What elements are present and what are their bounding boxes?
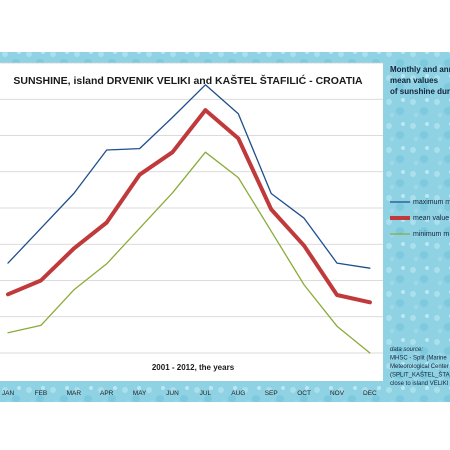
- series-group: [6, 84, 372, 354]
- data-source-note: data source: MHSC - Split (Marine Meteorol…: [390, 347, 450, 387]
- x-tick-label: JUL: [200, 390, 212, 397]
- side-heading-line: mean values: [390, 76, 439, 85]
- legend: maximum m mean value minimum m: [390, 199, 450, 238]
- legend-label: mean value: [413, 215, 449, 222]
- x-tick-label: SEP: [265, 390, 278, 397]
- side-heading-line: of sunshine durat: [390, 87, 450, 96]
- source-line: Meteorological Center: [390, 364, 449, 370]
- x-tick-label: AUG: [231, 390, 245, 397]
- x-tick-label: OCT: [297, 390, 311, 397]
- side-panel-heading: Monthly and ann mean values of sunshine du…: [390, 65, 450, 96]
- x-tick-label: MAY: [133, 390, 147, 397]
- x-axis-label: 2001 - 2012, the years: [152, 363, 235, 372]
- x-tick-label: DEC: [363, 390, 377, 397]
- series-line-1: [7, 84, 371, 269]
- x-tick-label: NOV: [330, 390, 345, 397]
- source-line: close to island VELIKI D: [390, 381, 450, 387]
- plot-panel: [0, 63, 383, 381]
- side-heading-line: Monthly and ann: [390, 65, 450, 74]
- x-tick-label: FEB: [35, 390, 48, 397]
- gridlines: [0, 62, 383, 354]
- x-tick-label: JUN: [166, 390, 179, 397]
- series-line-2: [6, 108, 372, 305]
- legend-label: maximum m: [413, 199, 450, 206]
- x-tick-label: MAR: [67, 390, 82, 397]
- source-line: (SPLIT_KAŠTEL_ŠTAFILI: [390, 372, 450, 379]
- source-line: data source:: [390, 347, 423, 353]
- series-line-3: [7, 151, 371, 354]
- x-tick-label: JAN: [2, 390, 15, 397]
- legend-label: minimum m: [413, 231, 449, 238]
- x-tick-label: APR: [100, 390, 114, 397]
- x-tick-labels: JAN FEB MAR APR MAY JUN JUL AUG SEP OCT NOV DEC: [2, 390, 377, 397]
- source-line: MHSC - Split (Marine: [390, 356, 447, 362]
- chart-title: SUNSHINE, island DRVENIK VELIKI and KAŠT…: [13, 74, 363, 87]
